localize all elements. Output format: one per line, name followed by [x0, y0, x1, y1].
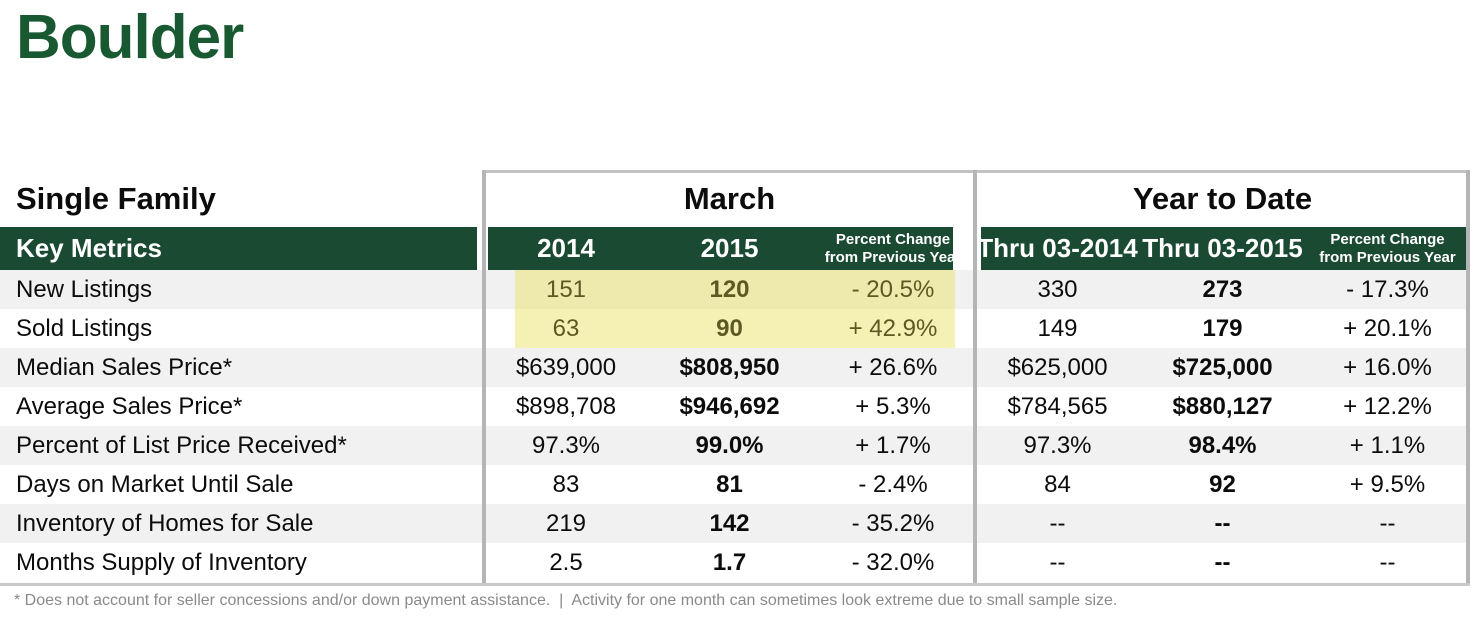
- group-header-year-to-date: Year to Date: [1132, 180, 1313, 216]
- table-cell: $639,000: [515, 353, 617, 381]
- column-header-thru-03-2015: Thru 03-2015: [1142, 233, 1303, 263]
- table-cell: 92: [1209, 470, 1236, 498]
- table-cell: 142: [709, 509, 750, 537]
- table-cell: 120: [709, 275, 750, 303]
- row-stripe: [0, 504, 1470, 543]
- table-cell: 81: [716, 470, 743, 498]
- table-cell: + 5.3%: [855, 392, 931, 420]
- row-label: Percent of List Price Received*: [16, 431, 347, 459]
- row-stripe: [0, 426, 1470, 465]
- section-label: Single Family: [16, 180, 216, 216]
- table-cell: + 9.5%: [1349, 470, 1426, 498]
- row-stripe: [0, 543, 1470, 582]
- column-header-percent-change: Percent Change from Previous Year: [1319, 231, 1456, 266]
- metrics-table: Single Family March Year to Date Key Met…: [0, 170, 1470, 582]
- table-cell: $625,000: [1007, 353, 1108, 381]
- key-metrics-header-bar: [0, 227, 1470, 270]
- column-header-key-metrics: Key Metrics: [16, 233, 162, 263]
- table-cell: + 1.1%: [1349, 431, 1426, 459]
- table-cell: $946,692: [679, 392, 780, 420]
- table-cell: 273: [1202, 275, 1243, 303]
- table-cell: + 26.6%: [848, 353, 938, 381]
- row-label: Months Supply of Inventory: [16, 548, 307, 576]
- table-cell: + 12.2%: [1343, 392, 1432, 420]
- table-cell: - 32.0%: [851, 548, 935, 576]
- table-cell: + 20.1%: [1343, 314, 1432, 342]
- table-cell: - 20.5%: [851, 275, 935, 303]
- column-header-2015: 2015: [700, 233, 759, 263]
- table-cell: 149: [1037, 314, 1078, 342]
- yellow-highlight: [515, 270, 955, 348]
- table-cell: - 35.2%: [851, 509, 935, 537]
- table-cell: $725,000: [1172, 353, 1273, 381]
- group-header-march: March: [683, 180, 776, 216]
- table-cell: $898,708: [515, 392, 617, 420]
- table-cell: - 2.4%: [858, 470, 928, 498]
- table-cell: 330: [1037, 275, 1078, 303]
- table-cell: 1.7: [712, 548, 747, 576]
- table-cell: 2.5: [549, 548, 583, 576]
- table-cell: + 1.7%: [855, 431, 931, 459]
- section-divider: [482, 170, 486, 586]
- row-stripe: [0, 348, 1470, 387]
- table-cell: + 16.0%: [1343, 353, 1432, 381]
- table-cell: 179: [1202, 314, 1243, 342]
- table-cell: --: [1214, 548, 1231, 576]
- table-cell: 98.4%: [1188, 431, 1257, 459]
- row-label: Days on Market Until Sale: [16, 470, 294, 498]
- table-cell: --: [1049, 509, 1066, 537]
- row-label: Sold Listings: [16, 314, 153, 342]
- table-cell: 97.3%: [531, 431, 601, 459]
- table-cell: $784,565: [1007, 392, 1108, 420]
- table-cell: 90: [716, 314, 743, 342]
- table-cell: - 17.3%: [1346, 275, 1429, 303]
- row-stripe: [0, 465, 1470, 504]
- section-divider: [973, 170, 977, 586]
- table-cell: --: [1379, 548, 1396, 576]
- table-cell: 99.0%: [695, 431, 764, 459]
- table-cell: 97.3%: [1023, 431, 1092, 459]
- table-cell: 84: [1044, 470, 1071, 498]
- table-cell: $808,950: [679, 353, 780, 381]
- table-cell: --: [1379, 509, 1396, 537]
- table-bottom-border: [0, 583, 1470, 586]
- table-cell: --: [1049, 548, 1066, 576]
- table-cell: 151: [545, 275, 587, 303]
- page-title: Boulder: [16, 3, 244, 72]
- table-cell: --: [1214, 509, 1231, 537]
- column-header-thru-03-2014: Thru 03-2014: [977, 233, 1138, 263]
- row-label: Inventory of Homes for Sale: [16, 509, 314, 537]
- table-cell: $880,127: [1172, 392, 1273, 420]
- footnote: * Does not account for seller concession…: [14, 592, 1118, 609]
- column-header-2014: 2014: [537, 233, 595, 263]
- table-cell: 63: [552, 314, 580, 342]
- row-label: New Listings: [16, 275, 153, 303]
- table-cell: + 42.9%: [848, 314, 938, 342]
- row-stripe: [0, 387, 1470, 426]
- table-right-border: [1466, 170, 1470, 586]
- column-header-percent-change: Percent Change from Previous Year: [824, 231, 962, 266]
- table-cell: 219: [545, 509, 587, 537]
- row-label: Median Sales Price*: [16, 353, 233, 381]
- row-label: Average Sales Price*: [16, 392, 243, 420]
- table-cell: 83: [552, 470, 580, 498]
